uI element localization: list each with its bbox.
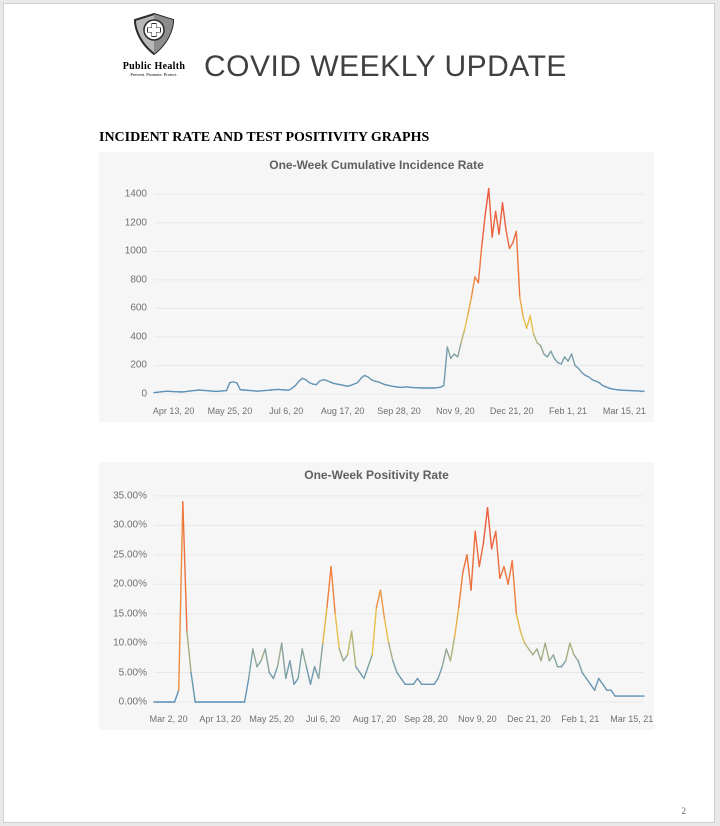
x-axis-label: Jul 6, 20 bbox=[269, 406, 303, 416]
x-axis-label: May 25, 20 bbox=[208, 406, 253, 416]
y-axis-label: 10.00% bbox=[99, 638, 147, 649]
y-axis-label: 5.00% bbox=[99, 667, 147, 678]
y-axis-label: 25.00% bbox=[99, 549, 147, 560]
y-axis-label: 600 bbox=[99, 303, 147, 314]
header-block: Public Health Prevent. Promote. Protect. bbox=[119, 12, 189, 77]
incidence-rate-chart: One-Week Cumulative Incidence Rate 02004… bbox=[99, 152, 654, 422]
y-axis-label: 35.00% bbox=[99, 490, 147, 501]
x-axis-label: Dec 21, 20 bbox=[490, 406, 534, 416]
page-number: 2 bbox=[682, 806, 687, 816]
section-heading: INCIDENT RATE AND TEST POSITIVITY GRAPHS bbox=[99, 130, 429, 146]
y-axis-label: 1200 bbox=[99, 217, 147, 228]
y-axis-label: 15.00% bbox=[99, 608, 147, 619]
positivity-rate-chart: One-Week Positivity Rate 0.00%5.00%10.00… bbox=[99, 462, 654, 730]
x-axis-label: Dec 21, 20 bbox=[507, 714, 551, 724]
x-axis-label: Apr 13, 20 bbox=[153, 406, 195, 416]
x-axis-label: Aug 17, 20 bbox=[321, 406, 365, 416]
x-axis-label: Mar 15, 21 bbox=[603, 406, 646, 416]
y-axis-label: 200 bbox=[99, 360, 147, 371]
x-axis-label: Feb 1, 21 bbox=[549, 406, 587, 416]
x-axis-label: May 25, 20 bbox=[249, 714, 294, 724]
x-axis-label: Jul 6, 20 bbox=[306, 714, 340, 724]
x-axis-label: Sep 28, 20 bbox=[404, 714, 448, 724]
logo-subtext: Prevent. Promote. Protect. bbox=[119, 72, 189, 77]
x-axis-label: Nov 9, 20 bbox=[458, 714, 497, 724]
public-health-logo: Public Health Prevent. Promote. Protect. bbox=[119, 12, 189, 77]
y-axis-label: 0 bbox=[99, 389, 147, 400]
logo-text: Public Health bbox=[119, 61, 189, 72]
y-axis-label: 1000 bbox=[99, 246, 147, 257]
x-axis-label: Nov 9, 20 bbox=[436, 406, 475, 416]
x-axis-label: Mar 2, 20 bbox=[150, 714, 188, 724]
page-title: COVID WEEKLY UPDATE bbox=[204, 50, 567, 84]
y-axis-label: 30.00% bbox=[99, 520, 147, 531]
x-axis-label: Apr 13, 20 bbox=[199, 714, 241, 724]
x-axis-label: Feb 1, 21 bbox=[561, 714, 599, 724]
x-axis-label: Mar 15, 21 bbox=[610, 714, 653, 724]
y-axis-label: 20.00% bbox=[99, 579, 147, 590]
x-axis-label: Sep 28, 20 bbox=[377, 406, 421, 416]
y-axis-label: 800 bbox=[99, 274, 147, 285]
shield-icon bbox=[129, 12, 179, 56]
y-axis-label: 0.00% bbox=[99, 697, 147, 708]
x-axis-label: Aug 17, 20 bbox=[353, 714, 397, 724]
y-axis-label: 1400 bbox=[99, 189, 147, 200]
y-axis-label: 400 bbox=[99, 331, 147, 342]
document-page: Public Health Prevent. Promote. Protect.… bbox=[3, 3, 715, 823]
